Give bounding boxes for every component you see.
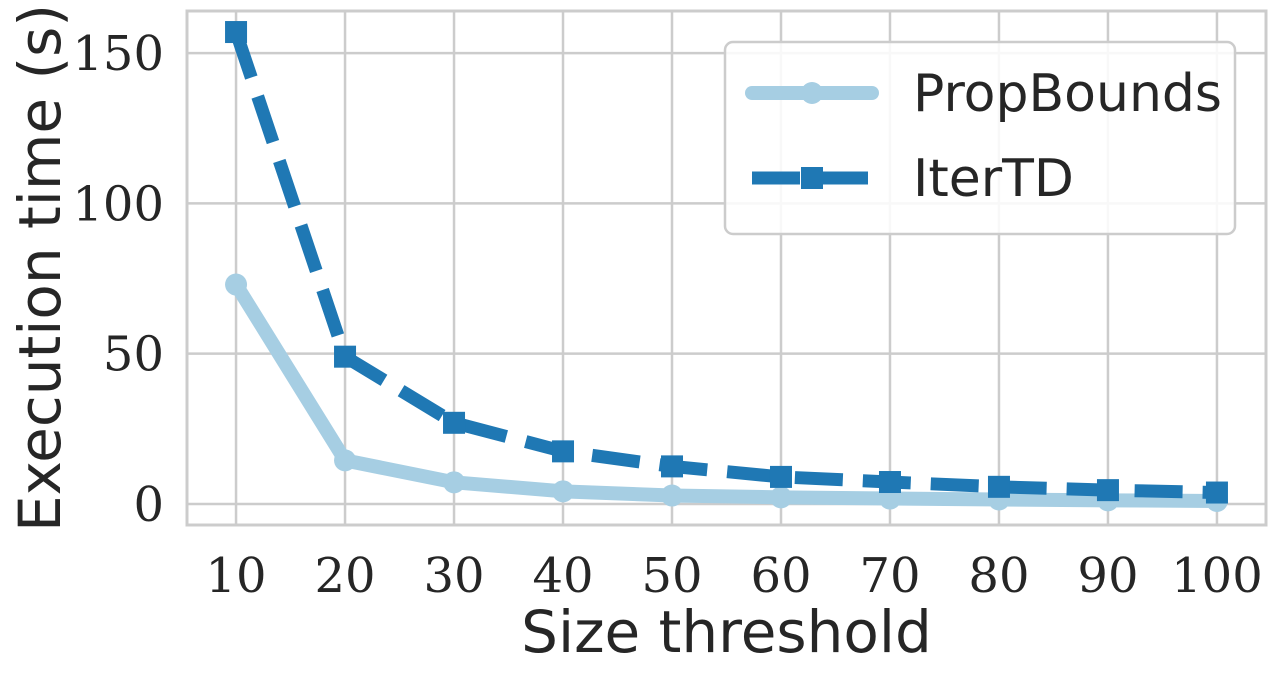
point-itertd-0: [225, 21, 248, 44]
point-itertd-7: [987, 475, 1010, 498]
point-itertd-9: [1205, 481, 1228, 504]
series-propbounds: [225, 273, 1228, 512]
legend-item-propbounds: PropBounds: [745, 64, 1222, 124]
legend-label-propbounds: PropBounds: [913, 64, 1222, 124]
point-itertd-2: [443, 411, 466, 434]
point-propbounds-6: [878, 487, 901, 510]
y-tick-labels: 0 50 100 150: [72, 26, 164, 533]
x-tick-label-0: 10: [206, 548, 267, 604]
point-propbounds-0: [225, 273, 248, 296]
legend-item-itertd: IterTD: [752, 149, 1074, 209]
legend-marker-propbounds: [801, 82, 823, 104]
point-itertd-4: [661, 455, 684, 478]
x-tick-label-1: 20: [314, 548, 375, 604]
point-propbounds-3: [552, 480, 575, 503]
y-tick-label-2: 100: [72, 176, 164, 232]
x-tick-label-7: 80: [968, 548, 1029, 604]
y-tick-label-1: 50: [103, 327, 164, 383]
legend-label-itertd: IterTD: [913, 149, 1074, 209]
x-tick-label-3: 40: [532, 548, 593, 604]
point-propbounds-1: [334, 449, 357, 472]
x-tick-label-5: 60: [750, 548, 811, 604]
series-layer: [225, 21, 1228, 512]
y-tick-label-3: 150: [72, 26, 164, 82]
point-propbounds-2: [443, 471, 466, 494]
x-tick-label-4: 50: [641, 548, 702, 604]
x-tick-label-8: 90: [1077, 548, 1138, 604]
point-itertd-3: [552, 440, 575, 463]
series-itertd: [225, 21, 1228, 504]
x-tick-labels: 10 20 30 40 50 60 70 80 90 100: [206, 548, 1263, 604]
y-tick-label-0: 0: [133, 477, 164, 533]
point-itertd-8: [1096, 479, 1119, 502]
point-itertd-1: [334, 345, 357, 368]
point-itertd-6: [878, 471, 901, 494]
y-axis-label: Execution time (s): [6, 4, 74, 532]
x-tick-label-9: 100: [1171, 548, 1263, 604]
x-tick-label-6: 70: [859, 548, 920, 604]
x-axis-label: Size threshold: [521, 598, 932, 666]
point-propbounds-5: [769, 486, 792, 509]
x-tick-label-2: 30: [423, 548, 484, 604]
point-propbounds-4: [661, 484, 684, 507]
legend: PropBounds IterTD: [723, 40, 1237, 236]
legend-marker-itertd: [801, 167, 823, 189]
point-itertd-5: [769, 465, 792, 488]
plot-frame: [185, 9, 1268, 527]
series-line-propbounds: [229, 277, 1224, 508]
